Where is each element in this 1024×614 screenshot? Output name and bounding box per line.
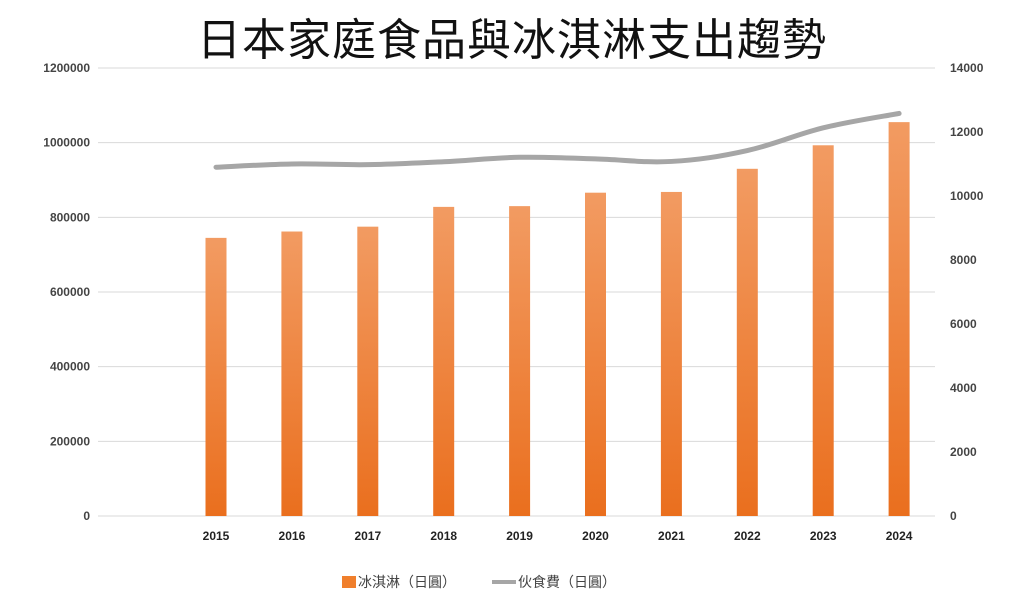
bar-2017 [357, 226, 379, 516]
right-axis-tick-label: 10000 [950, 189, 984, 203]
bar-2024 [888, 122, 910, 516]
left-axis-tick-label: 0 [83, 509, 90, 523]
bar-series [205, 122, 910, 517]
x-axis-tick-label: 2021 [658, 529, 685, 543]
x-axis-tick-label: 2018 [430, 529, 457, 543]
right-axis-tick-label: 12000 [950, 125, 984, 139]
x-axis-tick-label: 2023 [810, 529, 837, 543]
line-series [213, 110, 902, 170]
bar-2020 [585, 192, 606, 516]
bar-2021 [660, 191, 682, 517]
line-food-expense [213, 110, 902, 170]
x-axis-tick-label: 2015 [203, 529, 230, 543]
legend: 冰淇淋（日圓） 伙食費（日圓） [342, 574, 616, 591]
legend-label-ice-cream: 冰淇淋（日圓） [358, 575, 456, 591]
x-axis-tick-label: 2019 [506, 529, 533, 543]
left-axis-tick-label: 800000 [50, 210, 90, 224]
x-axis-tick-label: 2024 [886, 529, 913, 543]
bar-2015 [205, 237, 227, 516]
legend-label-food-expense: 伙食費（日圓） [518, 574, 616, 591]
right-axis-tick-label: 6000 [950, 317, 977, 331]
x-axis-tick-label: 2016 [279, 529, 306, 543]
left-axis-tick-label: 1000000 [43, 136, 90, 150]
right-axis-tick-label: 0 [950, 509, 957, 523]
chart-title: 日本家庭食品與冰淇淋支出趨勢 [197, 15, 827, 66]
left-axis-tick-label: 1200000 [43, 61, 90, 75]
bar-2022 [736, 168, 758, 517]
x-axis-tick-label: 2020 [582, 529, 609, 543]
bar-2023 [812, 145, 834, 516]
x-axis-tick-label: 2017 [354, 529, 381, 543]
right-axis-tick-label: 14000 [950, 61, 984, 75]
left-axis-tick-label: 400000 [50, 360, 90, 374]
left-axis-tick-label: 600000 [50, 285, 90, 299]
right-axis-tick-label: 8000 [950, 253, 977, 267]
x-axis-ticks: 2015 2016 2017 2018 2019 2020 2021 2022 2023 2024 [203, 529, 913, 543]
left-axis-ticks: 0 200000 400000 600000 800000 1000000 1200000 [43, 61, 90, 523]
left-axis-tick-label: 200000 [50, 434, 90, 448]
bar-2019 [509, 206, 531, 516]
legend-swatch-ice-cream [342, 576, 356, 588]
right-axis-ticks: 0 2000 4000 6000 8000 10000 12000 14000 [950, 61, 984, 523]
x-axis-tick-label: 2022 [734, 529, 761, 543]
right-axis-tick-label: 2000 [950, 445, 977, 459]
bar-2016 [281, 231, 303, 516]
bar-2018 [433, 206, 455, 516]
right-axis-tick-label: 4000 [950, 381, 977, 395]
